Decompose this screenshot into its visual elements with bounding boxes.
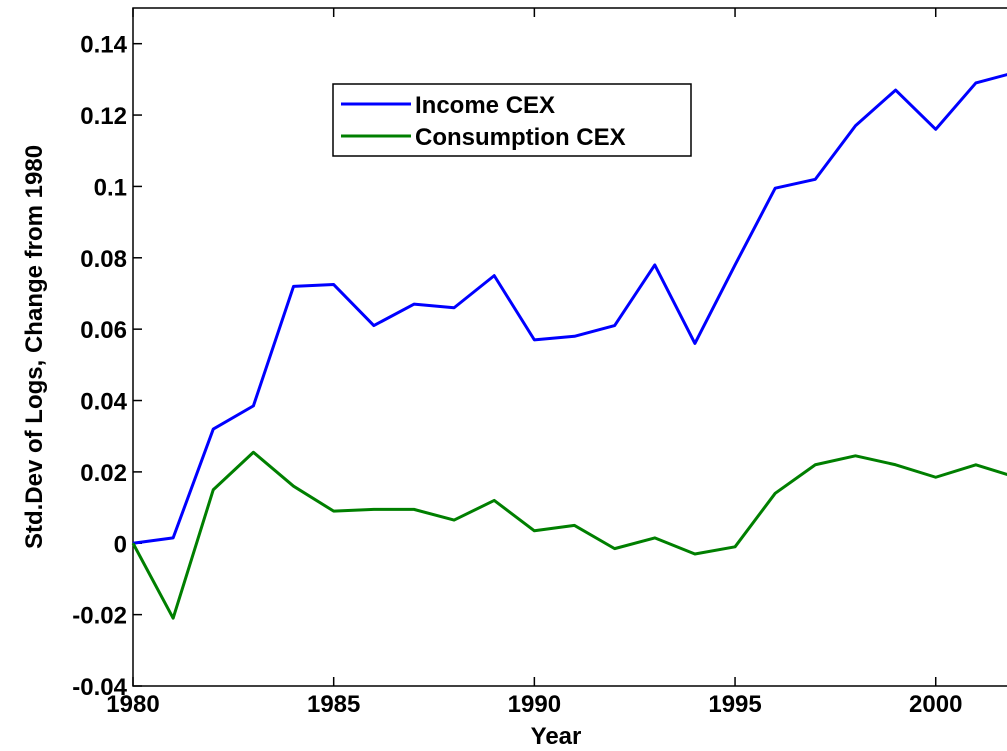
x-tick-label: 1980 (106, 691, 159, 718)
legend-box (332, 83, 692, 157)
y-tick-label: -0.02 (72, 603, 127, 630)
y-axis-label: Std.Dev of Logs, Change from 1980 (21, 145, 48, 549)
y-tick-label: 0.14 (80, 32, 127, 59)
x-tick-label: 1985 (307, 691, 360, 718)
data-line (131, 450, 1007, 620)
y-tick-label: 0.02 (80, 460, 127, 487)
y-tick-label: 0.1 (94, 174, 127, 201)
legend-label: Consumption CEX (415, 124, 626, 151)
y-tick-label: 0.04 (80, 389, 127, 416)
legend: Income CEX Consumption CEX (332, 83, 692, 157)
data-line (132, 73, 1007, 545)
x-tick-label: 2000 (909, 691, 962, 718)
y-tick-label: 0.08 (80, 246, 127, 273)
x-tick-label: 1990 (508, 691, 561, 718)
y-tick-label: -0.04 (72, 674, 127, 701)
legend-label: Income CEX (415, 92, 555, 119)
y-tick-label: 0 (114, 531, 127, 558)
x-tick-label: 1995 (708, 691, 761, 718)
y-tick-label: 0.06 (80, 317, 127, 344)
x-axis-label: Year (531, 723, 582, 750)
y-tick-label: 0.12 (80, 103, 127, 130)
